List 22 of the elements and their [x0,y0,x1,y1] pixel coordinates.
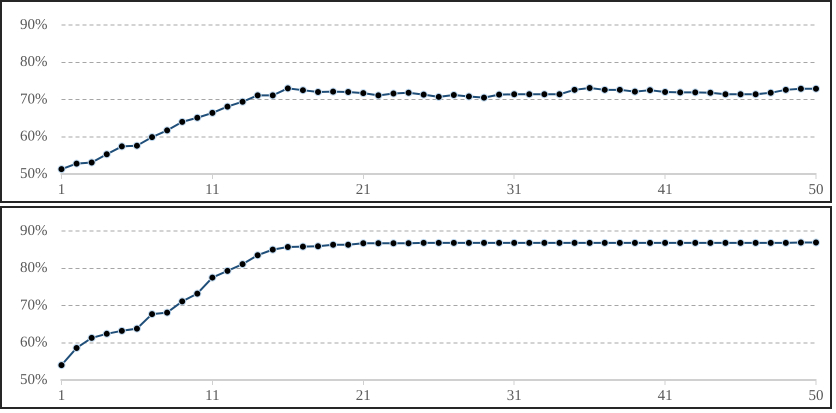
y-tick-label: 60% [20,128,48,145]
y-tick-label: 80% [20,54,48,70]
x-tick-label: 1 [58,388,66,404]
x-tick-label: 21 [356,388,371,404]
y-tick-label: 50% [20,166,48,182]
x-tick-label: 31 [506,388,522,404]
y-tick-label: 60% [20,334,48,351]
x-tick-label: 1 [58,182,66,198]
y-tick-label: 90% [20,222,48,239]
x-tick-label: 50 [808,182,824,198]
x-tick-label: 21 [356,182,371,198]
x-tick-label: 41 [658,388,673,404]
x-tick-label: 11 [205,388,220,404]
x-tick-label: 11 [205,182,220,198]
x-tick-label: 50 [808,388,824,404]
y-tick-label: 70% [20,91,48,108]
x-tick-label: 41 [658,182,673,198]
y-tick-label: 80% [20,260,48,276]
y-tick-label: 70% [20,297,48,314]
x-tick-label: 31 [506,182,522,198]
y-tick-label: 50% [20,372,48,388]
y-tick-label: 90% [20,16,48,33]
